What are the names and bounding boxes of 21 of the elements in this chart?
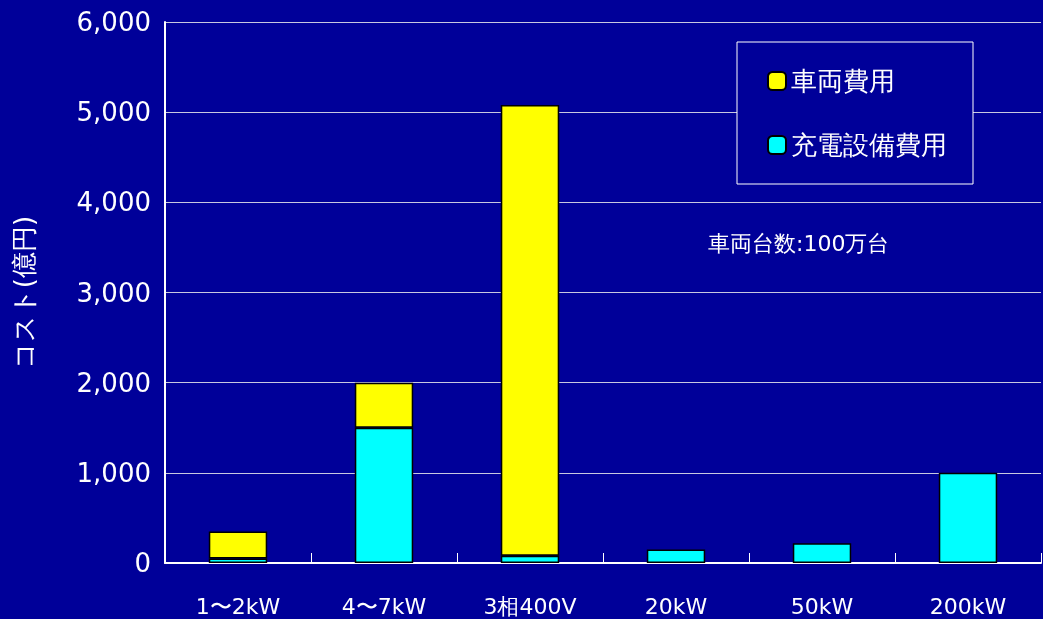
y-tick-label: 5,000 — [76, 97, 151, 128]
x-tick-label: 200kW — [929, 593, 1007, 619]
y-tick-label: 4,000 — [76, 187, 151, 218]
legend-label: 充電設備費用 — [791, 130, 947, 160]
bar — [792, 543, 852, 563]
bar — [938, 472, 998, 563]
x-tick-label: 3相400V — [483, 593, 577, 619]
x-tick-label: 1〜2kW — [195, 593, 281, 619]
x-tick-label: 4〜7kW — [341, 593, 427, 619]
y-axis-title: コスト(億円) — [9, 215, 39, 370]
y-tick-label: 6,000 — [76, 7, 151, 37]
y-tick-label: 2,000 — [76, 367, 151, 398]
bar — [208, 531, 268, 559]
x-tick-label: 50kW — [790, 593, 854, 619]
bar — [646, 549, 706, 563]
annotation: 車両台数:100万台 — [708, 230, 890, 256]
y-tick-label: 1,000 — [76, 457, 151, 488]
x-tick-label: 20kW — [644, 593, 708, 619]
y-tick-label: 3,000 — [76, 277, 151, 308]
y-tick-label: 0 — [134, 548, 151, 578]
legend-label: 車両費用 — [791, 66, 895, 96]
